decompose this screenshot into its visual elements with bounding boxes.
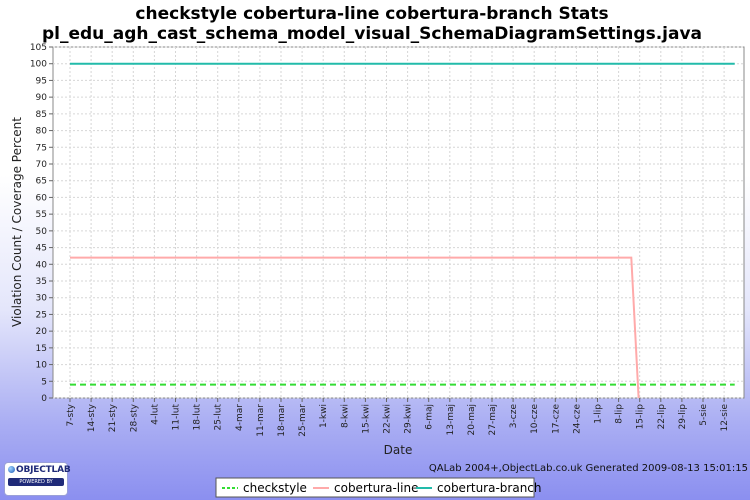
grid: [53, 46, 744, 399]
x-tick-label: 22-lip: [657, 404, 667, 430]
y-tick-label: 25: [36, 310, 47, 320]
y-tick-label: 0: [41, 394, 47, 404]
x-tick-label: 24-cze: [572, 404, 582, 434]
x-tick-label: 18-mar: [277, 404, 287, 437]
x-tick-label: 4-mar: [235, 404, 245, 431]
y-tick-label: 30: [36, 294, 48, 304]
x-tick-label: 11-mar: [256, 404, 266, 437]
x-tick-label: 25-lut: [214, 404, 224, 431]
y-axis: 0 5 10 15 20 25 30 35 40 45 50 55 60 65 70 75 80 85 90 95 10…: [30, 43, 53, 404]
objectlab-logo: OBJECTLAB POWERED BY: [4, 462, 71, 496]
x-tick-label: 10-cze: [530, 404, 540, 434]
series-line-cobertura-line: [70, 256, 640, 399]
y-tick-label: 50: [36, 227, 48, 237]
x-tick-label: 14-sty: [87, 403, 97, 432]
chart-title-line2: pl_edu_agh_cast_schema_model_visual_Sche…: [42, 24, 702, 44]
y-tick-label: 15: [36, 344, 47, 354]
logo-text: OBJECTLAB: [16, 465, 71, 475]
plot-area: [52, 46, 745, 399]
x-tick-label: 29-lip: [678, 404, 688, 430]
x-tick-label: 4-lut: [150, 404, 160, 425]
y-tick-label: 75: [36, 143, 47, 153]
y-tick-label: 10: [36, 361, 48, 371]
footer-credit: QALab 2004+,ObjectLab.co.uk Generated 20…: [429, 463, 748, 474]
globe-icon: [8, 466, 15, 473]
x-tick-label: 8-kwi: [340, 404, 350, 428]
x-tick-label: 17-cze: [551, 404, 561, 434]
y-tick-label: 85: [36, 110, 47, 120]
legend-items: checkstyle cobertura-line cobertura-branch: [222, 481, 542, 495]
y-tick-label: 100: [30, 60, 47, 70]
x-tick-label: 5-sie: [699, 404, 709, 426]
x-tick-label: 15-kwi: [361, 404, 371, 434]
x-tick-label: 12-sie: [720, 404, 730, 432]
x-tick-label: 27-maj: [488, 404, 498, 435]
logo-subtext: POWERED BY: [8, 478, 64, 486]
y-tick-label: 65: [36, 177, 47, 187]
legend-label-checkstyle: checkstyle: [243, 481, 307, 495]
x-tick-label: 6-maj: [425, 404, 435, 430]
y-tick-label: 5: [41, 377, 47, 387]
y-tick-label: 45: [36, 244, 47, 254]
x-axis: 7-sty 14-sty 21-sty 28-sty 4-lut 11-lut 18-lut…: [66, 398, 730, 437]
legend: [215, 477, 535, 498]
x-tick-label: 20-maj: [467, 404, 477, 435]
y-tick-label: 95: [36, 76, 47, 86]
y-tick-label: 35: [36, 277, 47, 287]
y-tick-label: 40: [36, 260, 48, 270]
x-tick-label: 22-kwi: [383, 404, 393, 434]
y-tick-label: 90: [36, 93, 48, 103]
y-tick-label: 105: [30, 43, 47, 53]
series: [70, 62, 735, 399]
y-tick-label: 80: [36, 127, 48, 137]
x-tick-label: 13-maj: [446, 404, 456, 435]
y-axis-label: Violation Count / Coverage Percent: [10, 117, 24, 327]
legend-label-cobertura-line: cobertura-line: [334, 481, 418, 495]
y-tick-label: 60: [36, 193, 48, 203]
x-tick-label: 3-cze: [509, 404, 519, 429]
y-tick-label: 70: [36, 160, 48, 170]
y-tick-label: 20: [36, 327, 48, 337]
chart-title-line1: checkstyle cobertura-line cobertura-bran…: [135, 4, 608, 24]
x-tick-label: 8-lip: [615, 404, 625, 424]
x-tick-label: 25-mar: [298, 404, 308, 437]
x-tick-label: 15-lip: [636, 404, 646, 430]
x-tick-label: 1-lip: [594, 404, 604, 424]
y-tick-label: 55: [36, 210, 47, 220]
x-axis-label: Date: [384, 443, 413, 457]
x-tick-label: 11-lut: [172, 404, 182, 431]
x-tick-label: 21-sty: [108, 403, 118, 432]
x-tick-label: 18-lut: [193, 404, 203, 431]
x-tick-label: 29-kwi: [404, 404, 414, 434]
x-tick-label: 1-kwi: [319, 404, 329, 428]
legend-label-cobertura-branch: cobertura-branch: [437, 481, 542, 495]
x-tick-label: 7-sty: [66, 403, 76, 426]
x-tick-label: 28-sty: [129, 403, 139, 432]
